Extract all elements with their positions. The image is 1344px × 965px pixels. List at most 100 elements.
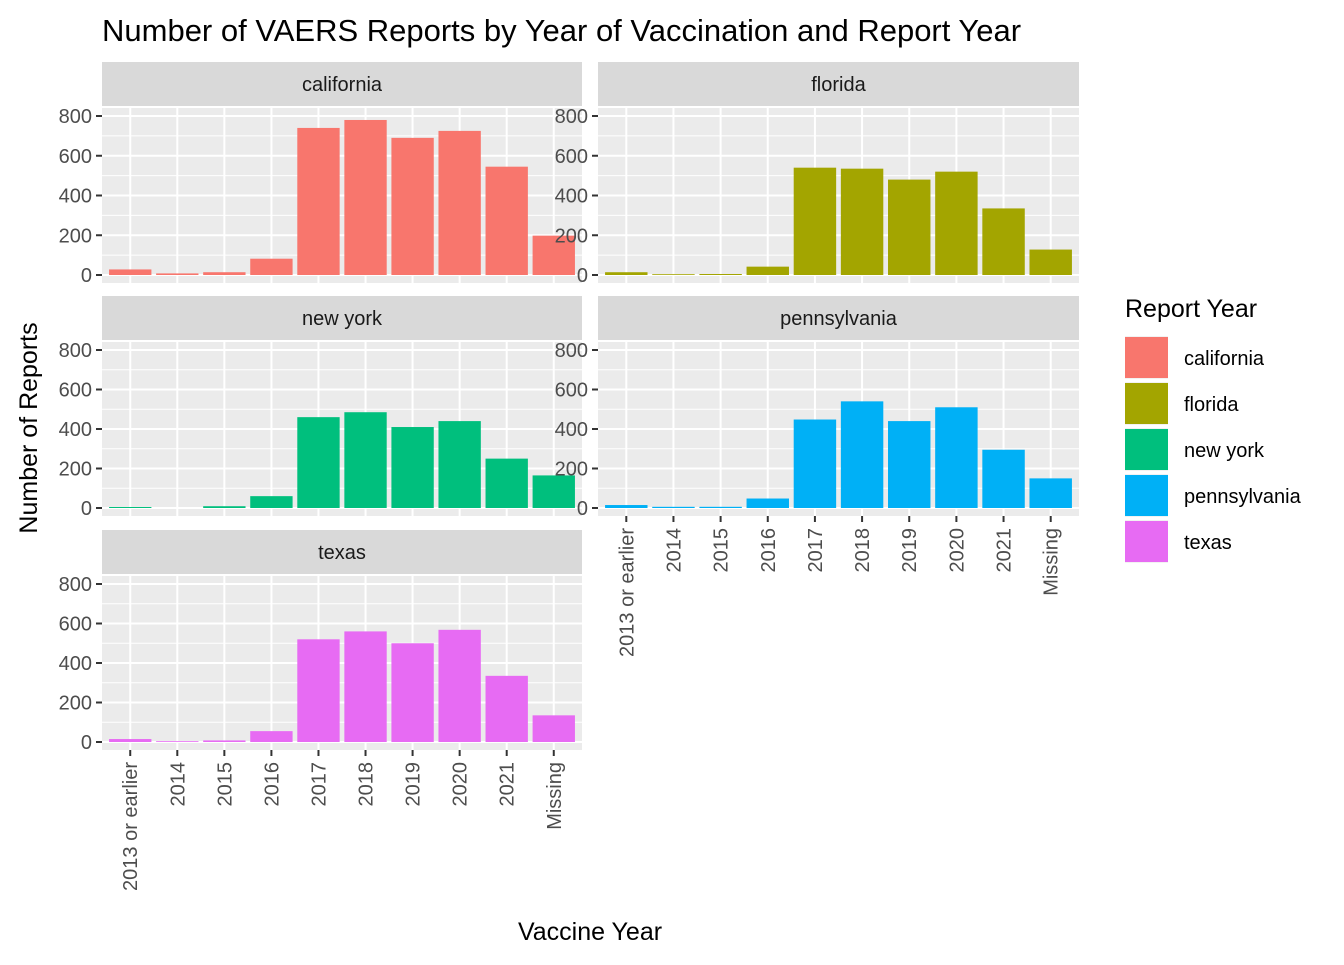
y-tick-label: 600 bbox=[59, 380, 92, 402]
bar-florida-2015 bbox=[699, 274, 742, 275]
x-tick-label: 2017 bbox=[805, 528, 827, 573]
facet-label-pennsylvania: pennsylvania bbox=[780, 308, 898, 330]
bar-new-york-2017 bbox=[297, 417, 340, 508]
bar-texas-2014 bbox=[156, 741, 199, 742]
y-tick-label: 400 bbox=[59, 653, 92, 675]
bar-new-york-2019 bbox=[391, 427, 434, 508]
bar-texas-2017 bbox=[297, 639, 340, 742]
bar-new-york-2021 bbox=[485, 458, 528, 508]
bar-new-york-2015 bbox=[203, 506, 246, 508]
legend-label-new-york: new york bbox=[1184, 440, 1265, 462]
bar-california-2019 bbox=[391, 137, 434, 275]
x-tick-label: 2018 bbox=[356, 762, 378, 807]
bar-pennsylvania-2019 bbox=[888, 421, 931, 508]
x-axis-label: Vaccine Year bbox=[518, 918, 662, 946]
bar-california-missing bbox=[532, 235, 575, 275]
y-tick-label: 0 bbox=[81, 498, 92, 520]
bar-pennsylvania-2014 bbox=[652, 506, 695, 508]
bar-california-2018 bbox=[344, 119, 387, 275]
bar-california-2017 bbox=[297, 127, 340, 275]
x-tick-label: 2019 bbox=[403, 762, 425, 807]
bar-florida-2017 bbox=[793, 167, 837, 275]
legend-swatch-california bbox=[1125, 337, 1168, 378]
bar-florida-2021 bbox=[982, 208, 1025, 275]
y-tick-label: 400 bbox=[59, 419, 92, 441]
y-tick-label: 400 bbox=[555, 186, 588, 208]
y-tick-label: 800 bbox=[555, 340, 588, 362]
legend-label-california: california bbox=[1184, 348, 1265, 370]
bar-california-2020 bbox=[438, 130, 481, 275]
chart-title: Number of VAERS Reports by Year of Vacci… bbox=[102, 13, 1021, 48]
y-tick-label: 400 bbox=[555, 419, 588, 441]
y-tick-label: 0 bbox=[577, 265, 588, 287]
y-tick-label: 200 bbox=[555, 459, 588, 481]
facet-strip-florida bbox=[598, 62, 1079, 106]
bar-texas-2019 bbox=[391, 643, 434, 742]
bar-pennsylvania-2017 bbox=[793, 419, 837, 508]
y-tick-label: 600 bbox=[59, 146, 92, 168]
y-tick-label: 200 bbox=[59, 459, 92, 481]
facet-strip-pennsylvania bbox=[598, 296, 1079, 340]
bar-pennsylvania-2021 bbox=[982, 449, 1025, 508]
y-tick-label: 0 bbox=[81, 265, 92, 287]
bar-california-2015 bbox=[203, 272, 246, 275]
legend-label-texas: texas bbox=[1184, 532, 1232, 554]
bar-florida-2016 bbox=[746, 266, 789, 275]
x-tick-label: 2016 bbox=[758, 528, 780, 573]
y-tick-label: 600 bbox=[555, 380, 588, 402]
facet-strip-new-york bbox=[102, 296, 582, 340]
x-tick-label: 2014 bbox=[167, 762, 189, 807]
bar-pennsylvania-2020 bbox=[935, 407, 978, 508]
x-tick-label: 2015 bbox=[214, 762, 236, 807]
x-tick-label: 2014 bbox=[663, 528, 685, 573]
bar-florida-2013-or-earlier bbox=[605, 272, 648, 275]
legend-label-pennsylvania: pennsylvania bbox=[1184, 486, 1302, 508]
legend-title: Report Year bbox=[1125, 295, 1257, 323]
bar-pennsylvania-2016 bbox=[746, 498, 789, 508]
legend-label-florida: florida bbox=[1184, 394, 1239, 416]
bar-texas-2020 bbox=[438, 629, 481, 742]
y-tick-label: 200 bbox=[59, 693, 92, 715]
bar-california-2021 bbox=[485, 166, 528, 275]
bar-california-2013-or-earlier bbox=[109, 269, 152, 275]
bar-pennsylvania-2013-or-earlier bbox=[605, 505, 648, 508]
facet-label-california: california bbox=[302, 74, 383, 96]
y-tick-label: 200 bbox=[59, 225, 92, 247]
bar-texas-2013-or-earlier bbox=[109, 739, 152, 742]
bar-florida-missing bbox=[1029, 249, 1072, 275]
x-tick-label: 2021 bbox=[497, 762, 519, 807]
y-tick-label: 800 bbox=[555, 106, 588, 128]
x-tick-label: 2013 or earlier bbox=[120, 762, 142, 891]
legend-swatch-florida bbox=[1125, 383, 1168, 424]
bar-florida-2020 bbox=[935, 171, 978, 275]
legend-swatch-pennsylvania bbox=[1125, 475, 1168, 516]
facet-label-florida: florida bbox=[811, 74, 866, 96]
y-tick-label: 0 bbox=[577, 498, 588, 520]
y-tick-label: 600 bbox=[59, 614, 92, 636]
x-tick-label: 2018 bbox=[852, 528, 874, 573]
bar-new-york-2013-or-earlier bbox=[109, 507, 152, 508]
x-tick-label: 2021 bbox=[994, 528, 1016, 573]
legend-swatch-new-york bbox=[1125, 429, 1168, 470]
x-tick-label: 2019 bbox=[899, 528, 921, 573]
legend-swatch-texas bbox=[1125, 521, 1168, 562]
bar-texas-2016 bbox=[250, 731, 293, 742]
x-tick-label: 2020 bbox=[946, 528, 968, 573]
bar-texas-2021 bbox=[485, 675, 528, 742]
bar-new-york-2016 bbox=[250, 496, 293, 508]
bar-pennsylvania-missing bbox=[1029, 478, 1072, 508]
facet-label-texas: texas bbox=[318, 542, 366, 564]
y-tick-label: 800 bbox=[59, 574, 92, 596]
y-tick-label: 0 bbox=[81, 732, 92, 754]
facet-label-new-york: new york bbox=[302, 308, 383, 330]
y-tick-label: 200 bbox=[555, 225, 588, 247]
bar-new-york-2018 bbox=[344, 412, 387, 508]
y-tick-label: 400 bbox=[59, 186, 92, 208]
x-tick-label: 2017 bbox=[308, 762, 330, 807]
bar-california-2014 bbox=[156, 273, 199, 275]
x-tick-label: Missing bbox=[544, 762, 566, 830]
bar-new-york-2020 bbox=[438, 421, 481, 508]
y-tick-label: 600 bbox=[555, 146, 588, 168]
